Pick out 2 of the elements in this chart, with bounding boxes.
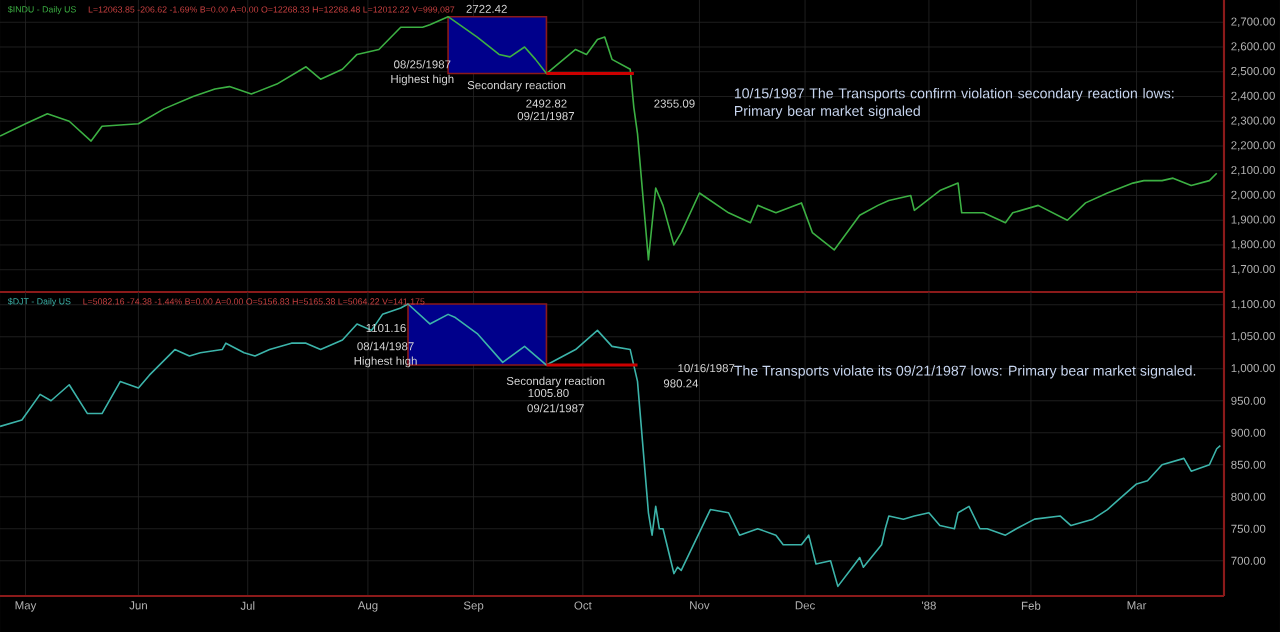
line-series	[0, 303, 1222, 588]
line-series	[0, 15, 1218, 261]
